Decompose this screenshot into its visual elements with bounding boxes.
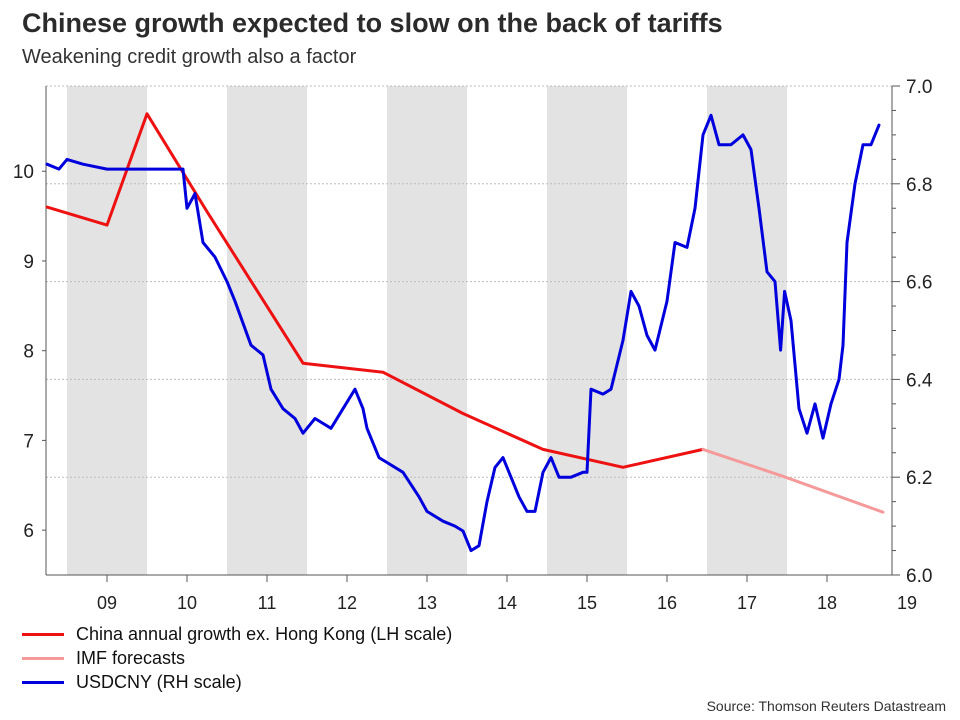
- x-tick-label: 18: [817, 593, 837, 613]
- right-tick-label: 6.4: [906, 370, 933, 391]
- shade-band-2013: [387, 86, 467, 575]
- series-line-1: [701, 447, 885, 514]
- x-tick-label: 11: [258, 593, 277, 613]
- left-tick-label: 8: [23, 342, 34, 363]
- chart-subtitle: Weakening credit growth also a factor: [22, 46, 357, 68]
- gridlines: [46, 85, 892, 478]
- x-tick-label: 14: [497, 593, 517, 613]
- right-tick-label: 6.0: [906, 566, 932, 587]
- legend-item-imf-forecasts: IMF forecasts: [22, 646, 452, 670]
- right-tick-label: 6.2: [906, 468, 932, 489]
- x-tick-label: 16: [657, 593, 677, 613]
- right-axis-ticks: 6.0 6.2 6.4 6.6 6.8 7.0: [892, 77, 933, 587]
- x-axis-ticks: 09 10 11 12 13 14 15 16 17 18 19: [97, 575, 917, 613]
- left-axis-ticks: 6 7 8 9 10: [13, 162, 46, 542]
- legend-swatch-red: [22, 632, 64, 636]
- right-tick-label: 7.0: [906, 77, 932, 98]
- legend-label: China annual growth ex. Hong Kong (LH sc…: [76, 623, 453, 644]
- shade-band-2017: [707, 86, 787, 575]
- legend-label: IMF forecasts: [76, 647, 186, 668]
- shade-band-2015: [547, 86, 627, 575]
- shade-band-2011: [227, 86, 307, 575]
- legend-item-usdcny: USDCNY (RH scale): [22, 670, 452, 694]
- left-tick-label: 6: [23, 521, 34, 542]
- x-tick-label: 19: [897, 593, 917, 613]
- right-tick-label: 6.6: [906, 273, 932, 294]
- x-tick-label: 17: [737, 593, 757, 613]
- x-tick-label: 10: [177, 593, 197, 613]
- x-tick-label: 09: [97, 593, 117, 613]
- legend: China annual growth ex. Hong Kong (LH sc…: [22, 622, 452, 694]
- x-tick-label: 12: [337, 593, 357, 613]
- series-lines: [45, 112, 885, 553]
- left-tick-label: 7: [23, 431, 34, 452]
- legend-swatch-pink: [22, 656, 64, 660]
- legend-swatch-blue: [22, 680, 64, 684]
- x-tick-label: 13: [417, 593, 437, 613]
- legend-item-china-growth: China annual growth ex. Hong Kong (LH sc…: [22, 622, 452, 646]
- chart-title: Chinese growth expected to slow on the b…: [22, 8, 723, 38]
- year-shading-bands: [67, 86, 787, 575]
- left-tick-label: 9: [23, 252, 34, 273]
- right-tick-label: 6.8: [906, 175, 932, 196]
- source-note: Source: Thomson Reuters Datastream: [706, 698, 946, 714]
- x-tick-label: 15: [577, 593, 597, 613]
- shade-band-2009: [67, 86, 147, 575]
- legend-label: USDCNY (RH scale): [76, 671, 242, 692]
- series-line-2: [45, 113, 881, 553]
- left-tick-label: 10: [13, 162, 34, 183]
